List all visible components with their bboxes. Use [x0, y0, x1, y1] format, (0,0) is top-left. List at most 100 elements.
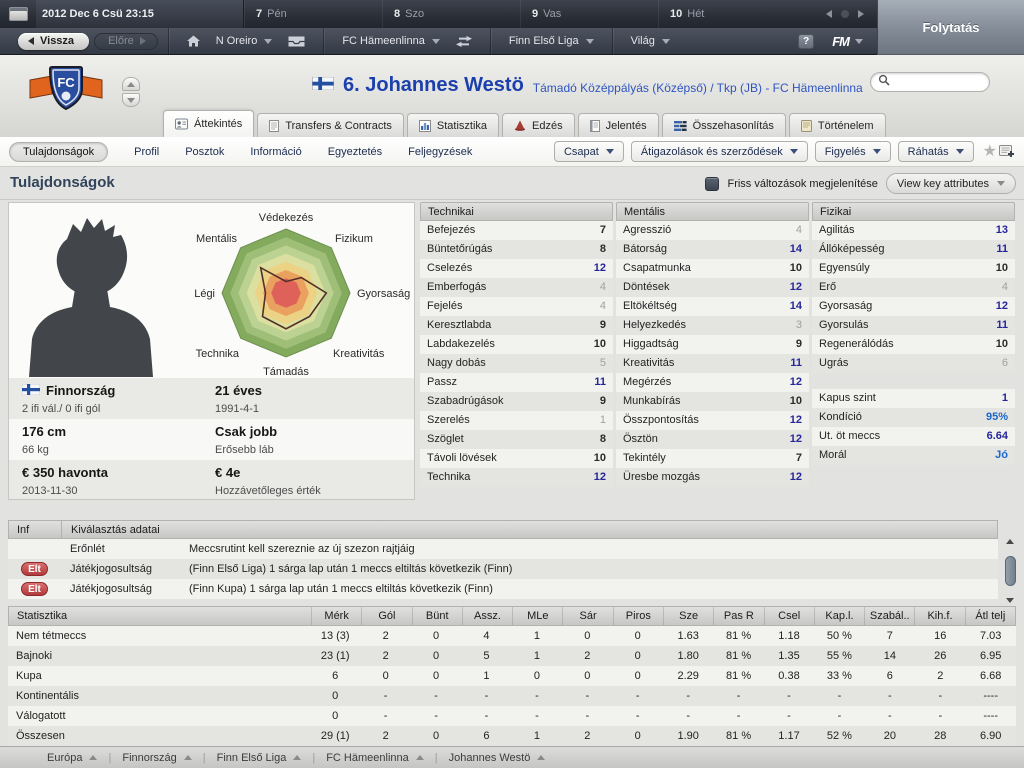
column-header: Mentális — [616, 202, 809, 221]
breadcrumb-label: Johannes Westö — [448, 751, 531, 764]
prev-day-icon[interactable] — [826, 10, 832, 18]
club-name: FC Hämeenlinna — [342, 35, 425, 47]
cell: 1 — [533, 630, 540, 642]
cell: 5 — [483, 650, 490, 662]
info-scrollbar[interactable] — [1002, 539, 1018, 603]
continue-button[interactable]: Folytatás — [877, 0, 1024, 55]
swap-icon[interactable] — [455, 35, 472, 47]
cell: - — [383, 690, 388, 702]
datetime-label: 2012 Dec 6 Csü 23:15 — [42, 8, 154, 20]
attribute-value: 4 — [599, 281, 606, 293]
subnav-link[interactable]: Egyeztetés — [327, 145, 383, 158]
fresh-changes-label: Friss változások megjelenítése — [727, 177, 878, 190]
attribute-row: Keresztlabda 9 — [420, 316, 613, 335]
forward-button[interactable]: Előre — [94, 32, 158, 50]
subnav-item-attributes[interactable]: Tulajdonságok — [9, 141, 109, 162]
attribute-value: 12 — [789, 433, 802, 445]
detail-main: Finnország — [21, 380, 215, 401]
table-row: Összesen 29 (1) 2 0 6 1 2 0 1.90 81 % 1.17 52 % 20 28… — [8, 726, 1016, 746]
subnav-link[interactable]: Posztok — [185, 145, 225, 158]
breadcrumb-item[interactable]: Johannes Westö — [438, 752, 557, 764]
tab-document[interactable]: Transfers & Contracts — [257, 113, 404, 137]
toolbar-dropdown[interactable]: Figyelés — [814, 141, 891, 162]
attribute-value: 12 — [789, 471, 802, 483]
attribute-label: Keresztlabda — [427, 319, 492, 331]
radar-label-creativity: Kreativitás — [333, 348, 385, 360]
tab-overview[interactable]: Áttekintés — [163, 110, 255, 137]
attribute-label: Helyezkedés — [623, 319, 686, 331]
attribute-value: 14 — [789, 243, 802, 255]
subnav-link[interactable]: Profil — [134, 145, 160, 158]
tab-report[interactable]: Jelentés — [577, 113, 659, 137]
player-title-row: 6. Johannes Westö Támadó Középpályás (Kö… — [312, 74, 863, 97]
scrollbar-thumb[interactable] — [1004, 556, 1016, 586]
world-label: Világ — [630, 35, 655, 47]
tab-stats[interactable]: Statisztika — [406, 113, 500, 137]
add-note-icon[interactable] — [999, 144, 1015, 159]
column-header: Gól — [361, 607, 411, 625]
favourite-star-icon[interactable]: ★ — [982, 142, 997, 160]
radar-label-technical: Technika — [196, 348, 240, 360]
next-day-icon[interactable] — [858, 10, 864, 18]
calendar-icon[interactable] — [9, 7, 28, 21]
league-menu[interactable]: Finn Első Liga — [509, 35, 594, 47]
search-input[interactable] — [894, 76, 982, 88]
scrollbar-down-icon[interactable] — [1006, 598, 1014, 603]
column-header: Technikai — [420, 202, 613, 221]
attribute-label: Agilitás — [819, 224, 855, 236]
toolbar-dropdown[interactable]: Átigazolások és szerződések — [630, 141, 808, 162]
home-icon[interactable] — [186, 35, 200, 47]
breadcrumb-item[interactable]: Finn Első Liga — [206, 752, 313, 764]
breadcrumb-item[interactable]: Finnország — [111, 752, 202, 764]
scrollbar-up-icon[interactable] — [1006, 539, 1014, 544]
attribute-value: 11 — [594, 376, 606, 388]
attribute-value: 6 — [1001, 357, 1008, 369]
breadcrumb-item[interactable]: Európa — [36, 752, 108, 764]
sub-navigation: Tulajdonságok Profil Posztok Információ Egy… — [0, 137, 1024, 167]
attribute-value: 7 — [795, 452, 802, 464]
toolbar-dropdown[interactable]: Csapat — [553, 141, 624, 162]
cell: 0 — [432, 730, 440, 742]
fresh-changes-checkbox[interactable] — [705, 176, 720, 191]
attribute-value: 5 — [599, 357, 606, 369]
world-menu[interactable]: Világ — [631, 35, 670, 47]
tab-label: Jelentés — [605, 119, 647, 132]
search-box[interactable] — [870, 72, 990, 92]
cell: 0 — [634, 650, 641, 662]
attribute-row: Tekintély 7 — [616, 449, 809, 468]
previous-player-button[interactable] — [122, 77, 140, 91]
cell: 20 — [883, 730, 896, 742]
subnav-link[interactable]: Feljegyzések — [408, 145, 473, 158]
radar-label-mental: Mentális — [196, 233, 237, 245]
back-button[interactable]: Vissza — [18, 32, 90, 50]
separator: | — [434, 751, 438, 764]
help-button[interactable]: ? — [798, 33, 815, 49]
fm-menu[interactable]: FM — [832, 34, 863, 49]
timeline-pager — [826, 10, 864, 18]
page-title: 6. Johannes Westö — [343, 74, 524, 96]
view-selector[interactable]: View key attributes — [885, 173, 1016, 194]
cell: - — [686, 710, 690, 722]
attribute-label: Tekintély — [623, 452, 666, 464]
upcoming-days: 7 Pén 8 Szo 9 Vas 10 Hét — [244, 0, 796, 28]
breadcrumb-item[interactable]: FC Hämeenlinna — [315, 752, 435, 764]
manager-menu[interactable]: N Oreiro — [216, 35, 273, 47]
chevron-up-icon — [127, 81, 135, 87]
inbox-icon[interactable] — [288, 36, 305, 47]
tab-compare[interactable]: Összehasonlítás — [661, 113, 786, 137]
chevron-up-icon — [537, 755, 546, 760]
next-player-button[interactable] — [122, 93, 140, 107]
column-header: Piros — [612, 607, 663, 625]
club-menu[interactable]: FC Hämeenlinna — [342, 35, 440, 47]
cell: 13 (3) — [320, 630, 350, 642]
view-selector-label: View key attributes — [896, 177, 989, 190]
toolbar-dropdown[interactable]: Ráhatás — [897, 141, 974, 162]
tab-history[interactable]: Történelem — [788, 113, 886, 137]
subnav-link[interactable]: Információ — [250, 145, 302, 158]
detail-main: € 4e — [215, 465, 241, 480]
cell: 4 — [483, 630, 490, 642]
overview-icon — [175, 118, 188, 130]
attribute-value: 10 — [593, 452, 606, 464]
club-crest-icon[interactable]: FC — [28, 63, 104, 118]
tab-training[interactable]: Edzés — [502, 113, 575, 137]
